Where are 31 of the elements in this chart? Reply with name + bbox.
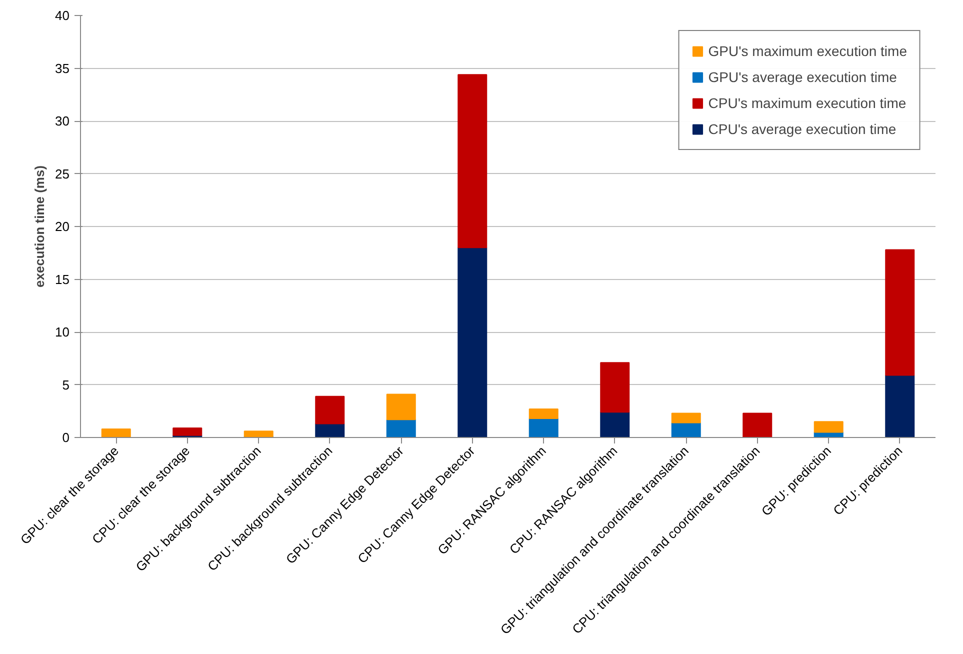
y-tick-label: 10 <box>55 324 70 340</box>
y-tick-label: 30 <box>55 114 70 128</box>
bar <box>885 374 915 438</box>
bar <box>386 419 416 438</box>
bar <box>885 249 915 376</box>
bar <box>528 418 558 438</box>
bar <box>671 412 701 424</box>
legend-label: CPU's maximum execution time <box>708 95 906 111</box>
y-tick-label: 0 <box>62 430 70 445</box>
bar <box>742 412 772 438</box>
y-tick-label: 15 <box>55 272 70 287</box>
bar <box>600 362 630 413</box>
bar <box>101 428 131 438</box>
bar <box>600 412 630 438</box>
bar <box>528 408 558 420</box>
legend-label: CPU's average execution time <box>708 121 896 137</box>
legend-label: GPU's maximum execution time <box>708 43 907 59</box>
bar <box>458 247 488 438</box>
bar <box>386 394 416 420</box>
y-axis-title: execution time (ms) <box>32 165 48 288</box>
y-tick-label: 35 <box>55 60 70 76</box>
bar <box>315 396 345 424</box>
legend-label: GPU's average execution time <box>708 69 897 85</box>
bar <box>814 421 844 433</box>
y-tick-label: 40 <box>55 8 70 23</box>
y-tick-label: 5 <box>62 377 70 392</box>
bar <box>244 430 274 437</box>
y-tick-label: 25 <box>55 166 70 182</box>
bar <box>671 422 701 438</box>
y-tick-label: 20 <box>55 219 70 234</box>
bar <box>458 74 488 248</box>
